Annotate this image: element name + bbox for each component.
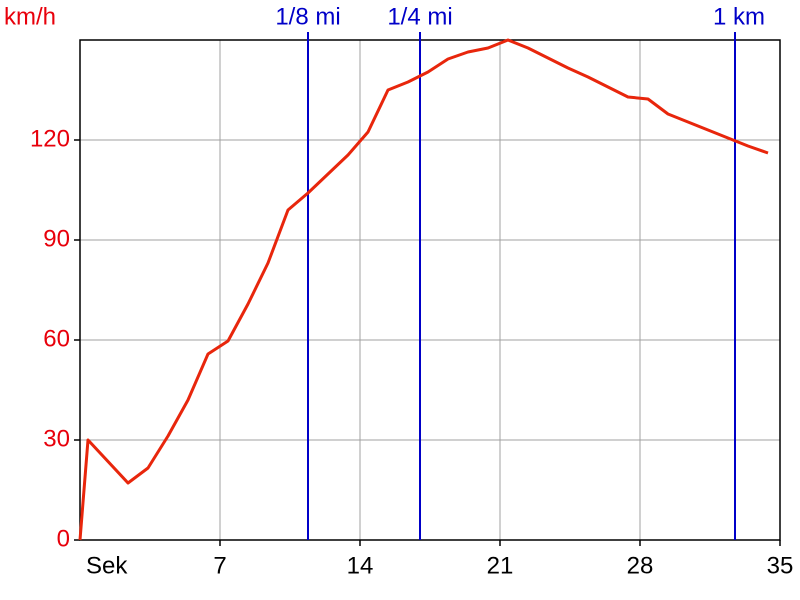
plot-frame xyxy=(79,39,781,541)
y-axis-label: km/h xyxy=(4,3,56,30)
y-tick-label: 0 xyxy=(57,525,70,552)
y-tick-label: 60 xyxy=(43,325,70,352)
y-tick-label: 90 xyxy=(43,225,70,252)
distance-marker-label: 1 km xyxy=(713,3,765,30)
x-tick-label: 7 xyxy=(213,552,226,579)
distance-marker-label: 1/8 mi xyxy=(275,3,340,30)
x-tick-label: 14 xyxy=(347,552,374,579)
x-tick-label: 35 xyxy=(767,552,794,579)
speed-line xyxy=(78,38,769,541)
y-tick-label: 120 xyxy=(30,125,70,152)
x-tick-label: 28 xyxy=(627,552,654,579)
distance-marker-label: 1/4 mi xyxy=(387,3,452,30)
x-axis-label: Sek xyxy=(86,552,128,579)
x-tick-label: 21 xyxy=(487,552,514,579)
y-tick-label: 30 xyxy=(43,425,70,452)
